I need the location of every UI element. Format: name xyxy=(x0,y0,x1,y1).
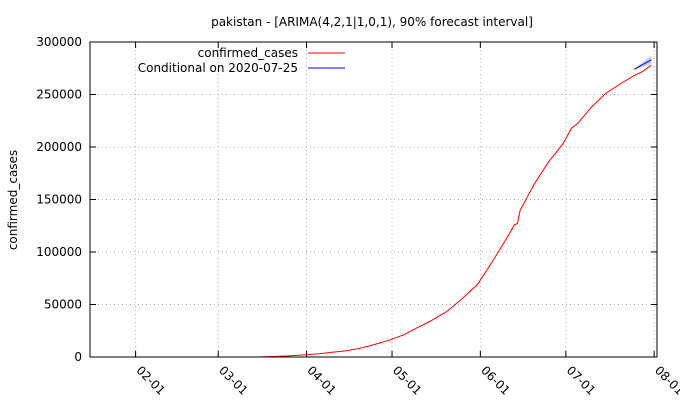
y-tick-label: 250000 xyxy=(36,88,82,102)
legend-label: Conditional on 2020-07-25 xyxy=(138,61,298,75)
forecast-interval xyxy=(634,55,652,70)
chart-title: pakistan - [ARIMA(4,2,1|1,0,1), 90% fore… xyxy=(211,15,533,29)
y-tick-label: 100000 xyxy=(36,245,82,259)
confirmed-cases-line xyxy=(258,64,652,358)
y-tick-label: 300000 xyxy=(36,35,82,49)
legend-label: confirmed_cases xyxy=(198,46,298,60)
grid-lines xyxy=(90,42,657,357)
y-tick-label: 200000 xyxy=(36,140,82,154)
forecast-interval-band xyxy=(634,55,652,70)
y-tick-label: 150000 xyxy=(36,193,82,207)
y-axis-label: confirmed_cases xyxy=(6,150,20,250)
y-tick-label: 50000 xyxy=(44,298,82,312)
series-lines xyxy=(258,59,652,358)
forecast-line xyxy=(633,59,652,70)
y-axis-ticks: 0 50000 100000 150000 200000 250000 300000 xyxy=(36,35,657,364)
y-tick-label: 0 xyxy=(74,350,82,364)
